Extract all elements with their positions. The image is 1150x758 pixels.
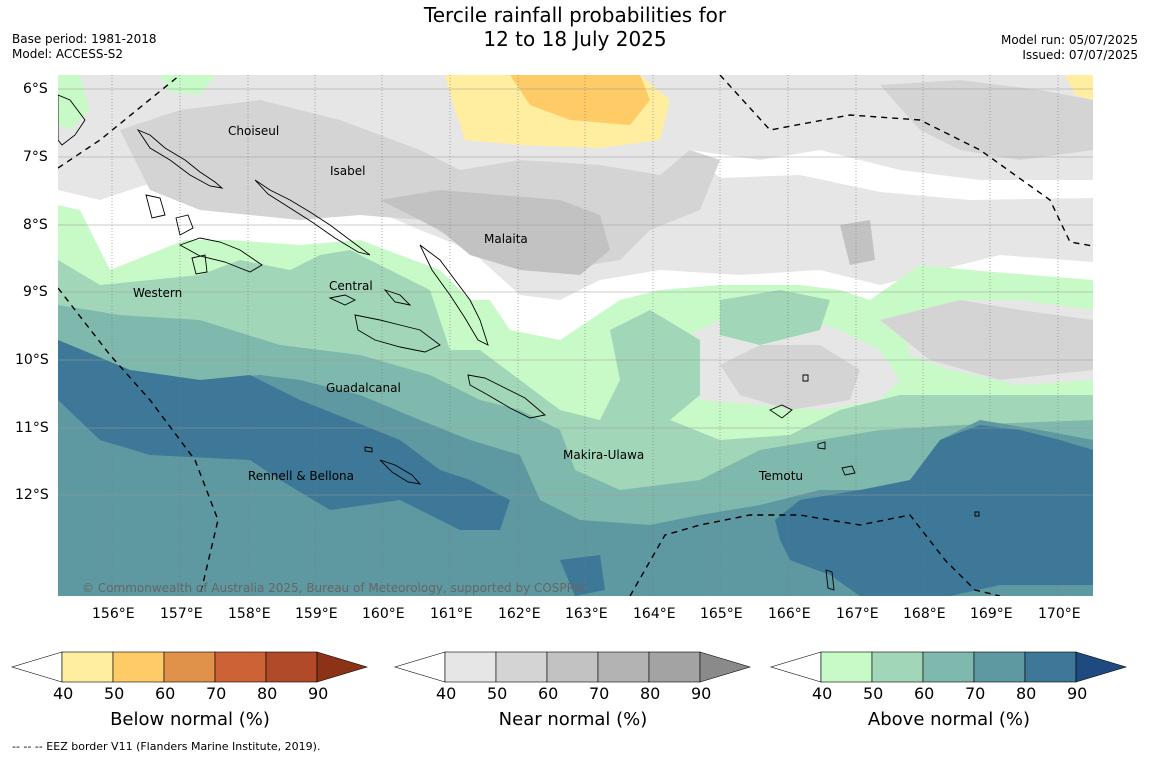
cb-tick: 40 (436, 684, 457, 703)
map-field (58, 75, 1093, 596)
cb-tick: 80 (1016, 684, 1037, 703)
province-label: Malaita (484, 232, 528, 246)
lat-label: 8°S (23, 217, 48, 233)
cb-tick: 50 (104, 684, 125, 703)
copyright-notice: © Commonwealth of Australia 2025, Bureau… (82, 581, 588, 595)
lon-label: 156°E (92, 606, 135, 622)
model-run: Model run: 05/07/2025 (1000, 33, 1138, 47)
lat-label: 12°S (15, 487, 49, 503)
lon-label: 168°E (903, 606, 946, 622)
cb-tick: 70 (206, 684, 227, 703)
province-label: Choiseul (228, 124, 280, 138)
lat-label: 6°S (23, 81, 48, 97)
province-label: Central (329, 279, 373, 293)
colorbar-low-extend (769, 651, 822, 683)
colorbar-below (10, 651, 369, 683)
cb-tick: 60 (538, 684, 559, 703)
lon-label: 162°E (498, 606, 541, 622)
lat-label: 11°S (15, 420, 49, 436)
lon-label: 161°E (430, 606, 473, 622)
colorbar-above-title: Above normal (%) (867, 709, 1031, 730)
lon-label: 170°E (1038, 606, 1081, 622)
lat-label: 9°S (23, 284, 48, 300)
colorbar-swatch (597, 651, 650, 683)
colorbar-swatch (973, 651, 1026, 683)
colorbar-near (393, 651, 752, 683)
colorbar-low-extend (393, 651, 446, 683)
cb-tick: 50 (487, 684, 508, 703)
cb-tick: 70 (965, 684, 986, 703)
cb-tick: 70 (589, 684, 610, 703)
colorbar-high-extend (1075, 651, 1128, 683)
colorbar-swatch (163, 651, 216, 683)
cb-tick: 40 (53, 684, 74, 703)
model-name: Model: ACCESS-S2 (12, 47, 124, 61)
lon-label: 169°E (970, 606, 1013, 622)
lon-label: 166°E (768, 606, 811, 622)
colorbar-swatch (1024, 651, 1077, 683)
colorbar-swatch (265, 651, 318, 683)
cb-tick: 50 (863, 684, 884, 703)
province-label: Temotu (759, 469, 804, 483)
map-title-line1: Tercile rainfall probabilities for (423, 3, 727, 27)
province-label: Guadalcanal (326, 381, 401, 395)
lon-label: 157°E (160, 606, 203, 622)
province-label: Isabel (330, 164, 366, 178)
province-label: Rennell & Bellona (248, 469, 355, 483)
colorbar-swatch (495, 651, 548, 683)
cb-tick: 90 (691, 684, 712, 703)
cb-tick: 90 (1067, 684, 1088, 703)
lon-label: 159°E (295, 606, 338, 622)
colorbar-near-title: Near normal (%) (498, 709, 648, 730)
province-label: Makira-Ulawa (563, 448, 645, 462)
lon-label: 164°E (633, 606, 676, 622)
lon-label: 165°E (700, 606, 743, 622)
lon-label: 160°E (362, 606, 405, 622)
colorbar-high-extend (699, 651, 752, 683)
lon-label: 167°E (836, 606, 879, 622)
lat-label: 10°S (15, 352, 49, 368)
colorbar-swatch (112, 651, 165, 683)
eez-legend-note: -- -- -- EEZ border V11 (Flanders Marine… (12, 740, 321, 753)
colorbar-swatch (214, 651, 267, 683)
colorbar-swatch (648, 651, 701, 683)
cb-tick: 80 (257, 684, 278, 703)
cb-tick: 40 (812, 684, 833, 703)
colorbar-swatch (61, 651, 114, 683)
lon-label: 158°E (228, 606, 271, 622)
map-title-line2: 12 to 18 July 2025 (483, 27, 667, 51)
colorbar-swatch (444, 651, 497, 683)
base-period: Base period: 1981-2018 (12, 32, 157, 46)
issued-date: Issued: 07/07/2025 (1022, 48, 1138, 62)
colorbar-swatch (546, 651, 599, 683)
cb-tick: 80 (640, 684, 661, 703)
colorbar-above (769, 651, 1128, 683)
colorbar-below-title: Below normal (%) (110, 709, 270, 730)
lat-label: 7°S (23, 149, 48, 165)
lon-label: 163°E (565, 606, 608, 622)
colorbar-swatch (871, 651, 924, 683)
province-label: Western (133, 286, 183, 300)
cb-tick: 90 (308, 684, 329, 703)
cb-tick: 60 (155, 684, 176, 703)
colorbar-swatch (922, 651, 975, 683)
coastlines (58, 94, 980, 591)
cb-tick: 60 (914, 684, 935, 703)
colorbar-swatch (820, 651, 873, 683)
eez-border (58, 75, 1093, 596)
colorbar-high-extend (316, 651, 369, 683)
colorbar-low-extend (10, 651, 63, 683)
